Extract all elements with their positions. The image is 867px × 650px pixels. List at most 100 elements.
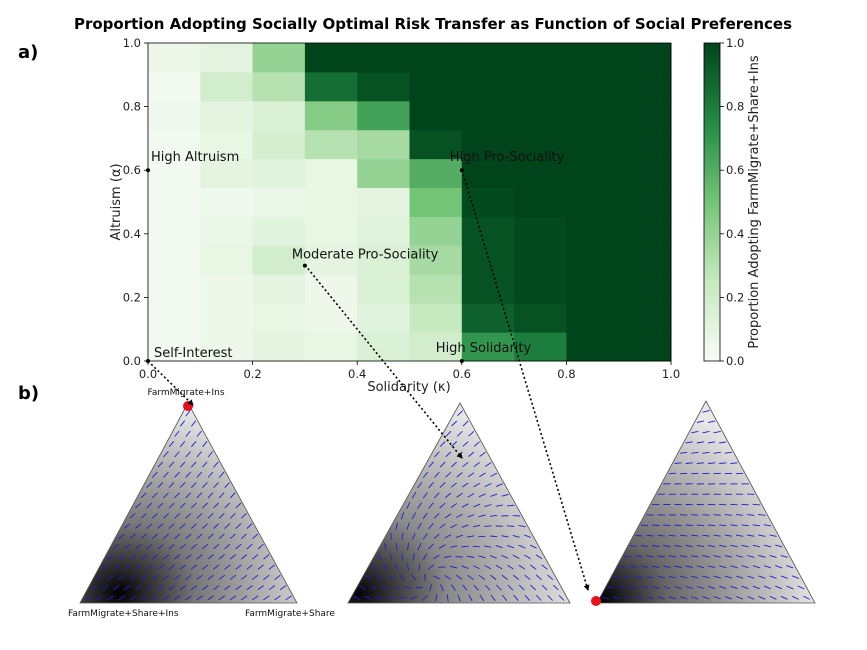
flow-arrow: [190, 523, 197, 529]
flow-arrow: [135, 543, 142, 550]
flow-arrow: [428, 482, 434, 489]
flow-arrow: [702, 575, 710, 579]
flow-arrow: [735, 555, 744, 558]
heatmap-cell: [514, 332, 567, 362]
flow-arrow: [179, 543, 186, 550]
heatmap-cell: [618, 100, 672, 131]
flow-arrow: [434, 471, 440, 478]
flow-arrow: [758, 534, 766, 537]
heatmap-cell: [461, 100, 515, 131]
flow-arrow: [680, 534, 688, 537]
heatmap-cell: [200, 332, 254, 362]
flow-arrow: [652, 586, 660, 589]
x-tick-label: 0.8: [557, 367, 575, 381]
flow-arrow: [235, 502, 242, 509]
heatmap-cell: [252, 129, 306, 160]
flow-arrow: [708, 585, 716, 590]
flow-arrow: [445, 471, 452, 478]
flow-arrow: [140, 574, 148, 580]
heatmap-cell: [252, 187, 306, 217]
flow-arrow: [646, 596, 654, 600]
flow-arrow: [652, 545, 660, 547]
flow-arrow: [769, 575, 777, 579]
flow-arrow: [652, 565, 660, 568]
flow-arrow: [257, 564, 264, 570]
heatmap-cell: [200, 129, 254, 160]
flow-arrow: [495, 545, 503, 549]
flow-arrow: [451, 584, 456, 591]
flow-arrow: [490, 493, 498, 497]
flow-arrow: [96, 595, 103, 601]
heatmap-cell: [148, 245, 201, 275]
flow-arrow: [513, 594, 519, 601]
flow-arrow: [506, 544, 515, 549]
flow-arrow: [680, 555, 688, 558]
flow-arrow: [735, 534, 744, 537]
flow-arrow: [780, 554, 788, 558]
flow-arrow: [719, 441, 727, 444]
heatmap-cell: [252, 100, 306, 131]
flow-arrow: [780, 595, 788, 600]
x-tick-label: 0.2: [243, 367, 261, 381]
heatmap-cell: [148, 274, 201, 304]
flow-arrow: [157, 523, 164, 529]
flow-arrow: [490, 594, 496, 602]
heatmap-cell: [252, 303, 306, 333]
heatmap-cell: [357, 43, 410, 73]
flow-arrow: [435, 594, 438, 602]
heatmap-cell: [357, 216, 410, 246]
flow-arrow: [409, 596, 418, 600]
flow-arrow: [713, 575, 721, 579]
flow-arrow: [168, 502, 175, 509]
flow-arrow: [501, 594, 508, 601]
flow-arrow: [229, 574, 237, 580]
heatmap-cell: [409, 43, 463, 73]
flow-arrow: [489, 514, 498, 517]
flow-arrow: [157, 502, 164, 509]
heatmap-cell: [566, 71, 620, 102]
colorbar-label: Proportion Adopting FarmMigrate+Share+In…: [747, 55, 762, 349]
heatmap-cell: [514, 245, 567, 275]
heatmap-cell: [357, 274, 410, 304]
flow-arrow: [495, 564, 503, 570]
flow-arrow: [696, 524, 705, 527]
flow-arrow: [668, 596, 677, 600]
heatmap-cell: [566, 43, 620, 73]
flow-arrow: [196, 451, 202, 458]
heatmap-cell: [357, 245, 410, 275]
flow-arrow: [646, 575, 654, 579]
heatmap-cell: [148, 158, 201, 189]
flow-arrow: [752, 565, 760, 569]
flow-arrow: [411, 512, 416, 520]
flow-arrow: [529, 544, 537, 549]
heatmap-cell: [618, 158, 672, 189]
flow-arrow: [685, 441, 693, 444]
flow-arrow: [224, 523, 231, 529]
annotation-point: [146, 168, 150, 173]
flow-arrow: [433, 554, 440, 560]
flow-arrow: [241, 554, 248, 560]
flow-arrow: [696, 544, 705, 548]
flow-arrow: [174, 492, 181, 499]
ternary-plot: [79, 401, 298, 604]
flow-arrow: [674, 545, 682, 548]
y-tick-label: 1.0: [123, 36, 141, 50]
flow-arrow: [179, 523, 186, 529]
flow-arrow: [456, 430, 463, 437]
flow-arrow: [736, 596, 744, 600]
annotation-label: High Altruism: [151, 150, 239, 165]
flow-arrow: [629, 586, 637, 589]
y-tick-label: 0.4: [123, 227, 141, 241]
heatmap-cell: [566, 100, 620, 131]
flow-arrow: [428, 543, 434, 550]
flow-arrow: [406, 502, 411, 509]
heatmap-cell: [461, 71, 515, 102]
flow-arrow: [202, 502, 208, 509]
y-tick-label: 0.2: [123, 290, 141, 304]
heatmap-cell: [514, 43, 567, 73]
flow-arrow: [202, 461, 208, 468]
heatmap-cell: [514, 71, 567, 102]
flow-arrow: [747, 534, 755, 537]
flow-arrow: [680, 472, 688, 475]
